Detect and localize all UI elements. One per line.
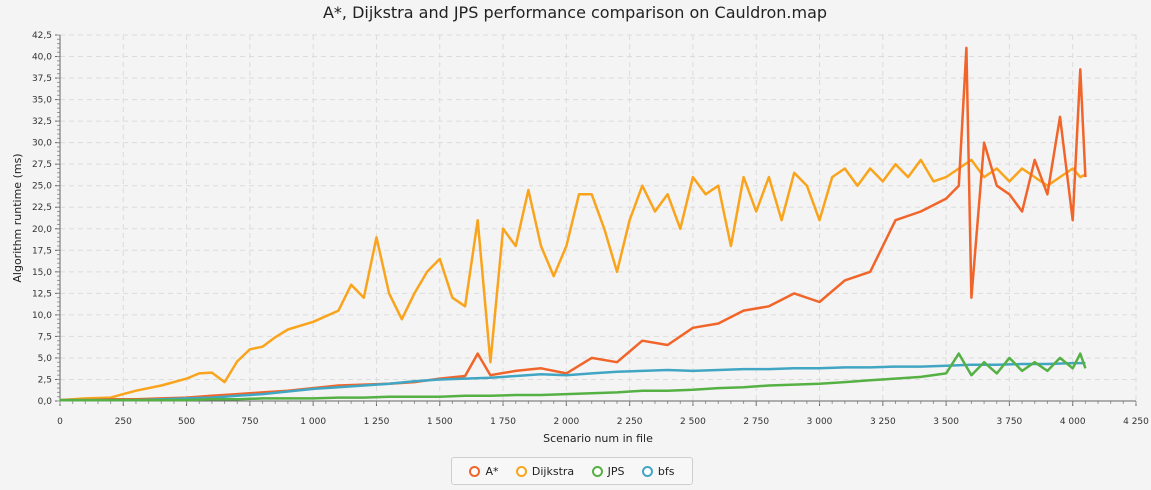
series-line-jps: [60, 352, 1087, 402]
legend-marker: [515, 465, 527, 477]
legend: A* Dijkstra JPS bfs: [451, 457, 693, 485]
x-tick-label: 2 250: [617, 417, 643, 427]
axes: 0,0 2,5 5,0 7,5 10,0 12,5 15,0 17,5 20,0 22,5 25,0…: [32, 31, 1149, 427]
legend-item: bfs: [641, 464, 675, 478]
legend-item: Dijkstra: [515, 464, 575, 478]
x-tick-label: 2 750: [743, 417, 769, 427]
legend-item: JPS: [591, 464, 625, 478]
x-tick-label: 4 000: [1060, 417, 1086, 427]
legend-marker: [591, 465, 603, 477]
y-tick-label: 35,0: [32, 96, 52, 106]
x-tick-label: 250: [115, 417, 132, 427]
y-tick-label: 42,5: [32, 31, 52, 41]
y-tick-label: 7,5: [38, 332, 52, 342]
y-tick-label: 2,5: [38, 375, 52, 385]
y-tick-label: 37,5: [32, 74, 52, 84]
y-tick-label: 0,0: [38, 397, 53, 407]
legend-marker: [641, 465, 653, 477]
y-tick-label: 30,0: [32, 139, 52, 149]
x-axis-label: Scenario num in file: [543, 432, 653, 445]
x-tick-label: 3 000: [807, 417, 833, 427]
legend-marker: [469, 465, 481, 477]
legend-label: Dijkstra: [531, 464, 575, 478]
x-tick-label: 1 250: [364, 417, 390, 427]
chart-title: A*, Dijkstra and JPS performance compari…: [323, 3, 827, 22]
x-tick-label: 500: [178, 417, 195, 427]
x-tick-label: 1 750: [490, 417, 516, 427]
y-tick-label: 12,5: [32, 289, 52, 299]
x-tick-label: 0: [57, 417, 63, 427]
y-tick-label: 20,0: [32, 225, 52, 235]
y-tick-label: 22,5: [32, 203, 52, 213]
series-lines: [59, 46, 1087, 402]
x-tick-label: 750: [241, 417, 258, 427]
series-line-bfs: [60, 361, 1086, 402]
x-tick-label: 2 000: [553, 417, 579, 427]
y-tick-label: 25,0: [32, 182, 52, 192]
x-tick-label: 2 500: [680, 417, 706, 427]
x-tick-label: 3 250: [870, 417, 896, 427]
x-tick-label: 3 750: [997, 417, 1023, 427]
x-tick-label: 4 250: [1123, 417, 1149, 427]
series-line-astar: [60, 46, 1087, 402]
grid: [59, 34, 1137, 402]
y-tick-label: 15,0: [32, 268, 52, 278]
y-tick-label: 5,0: [38, 354, 53, 364]
plot-area: [60, 35, 1136, 401]
x-tick-label: 1 500: [427, 417, 453, 427]
y-axis-label: Algorithm runtime (ms): [11, 153, 24, 282]
y-tick-label: 27,5: [32, 160, 52, 170]
y-tick-label: 32,5: [32, 117, 52, 127]
series-line-dijkstra: [59, 158, 1086, 402]
y-tick-label: 10,0: [32, 311, 52, 321]
x-tick-label: 1 000: [300, 417, 326, 427]
y-tick-label: 17,5: [32, 246, 52, 256]
x-tick-label: 3 500: [933, 417, 959, 427]
legend-item: A*: [469, 465, 498, 478]
legend-label: A*: [485, 464, 499, 478]
y-tick-label: 40,0: [32, 53, 52, 63]
legend-label: JPS: [607, 464, 625, 478]
legend-label: bfs: [657, 464, 675, 478]
